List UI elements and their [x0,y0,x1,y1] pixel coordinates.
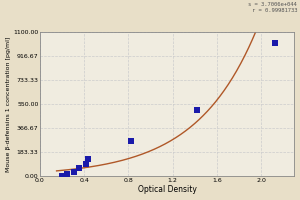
Point [72,170,76,173]
Y-axis label: Mouse β-defensins 1 concentration [pg/ml]: Mouse β-defensins 1 concentration [pg/ml… [6,36,10,172]
Point [76,167,81,170]
Point [65,172,70,176]
Point [83,162,88,165]
X-axis label: Optical Density: Optical Density [138,185,197,194]
Point [195,109,200,112]
Point [129,139,134,142]
Text: s = 3.7006e+044
r = 0.99981733: s = 3.7006e+044 r = 0.99981733 [248,2,297,13]
Point [272,42,277,45]
Point [60,175,64,178]
Point [85,158,90,161]
